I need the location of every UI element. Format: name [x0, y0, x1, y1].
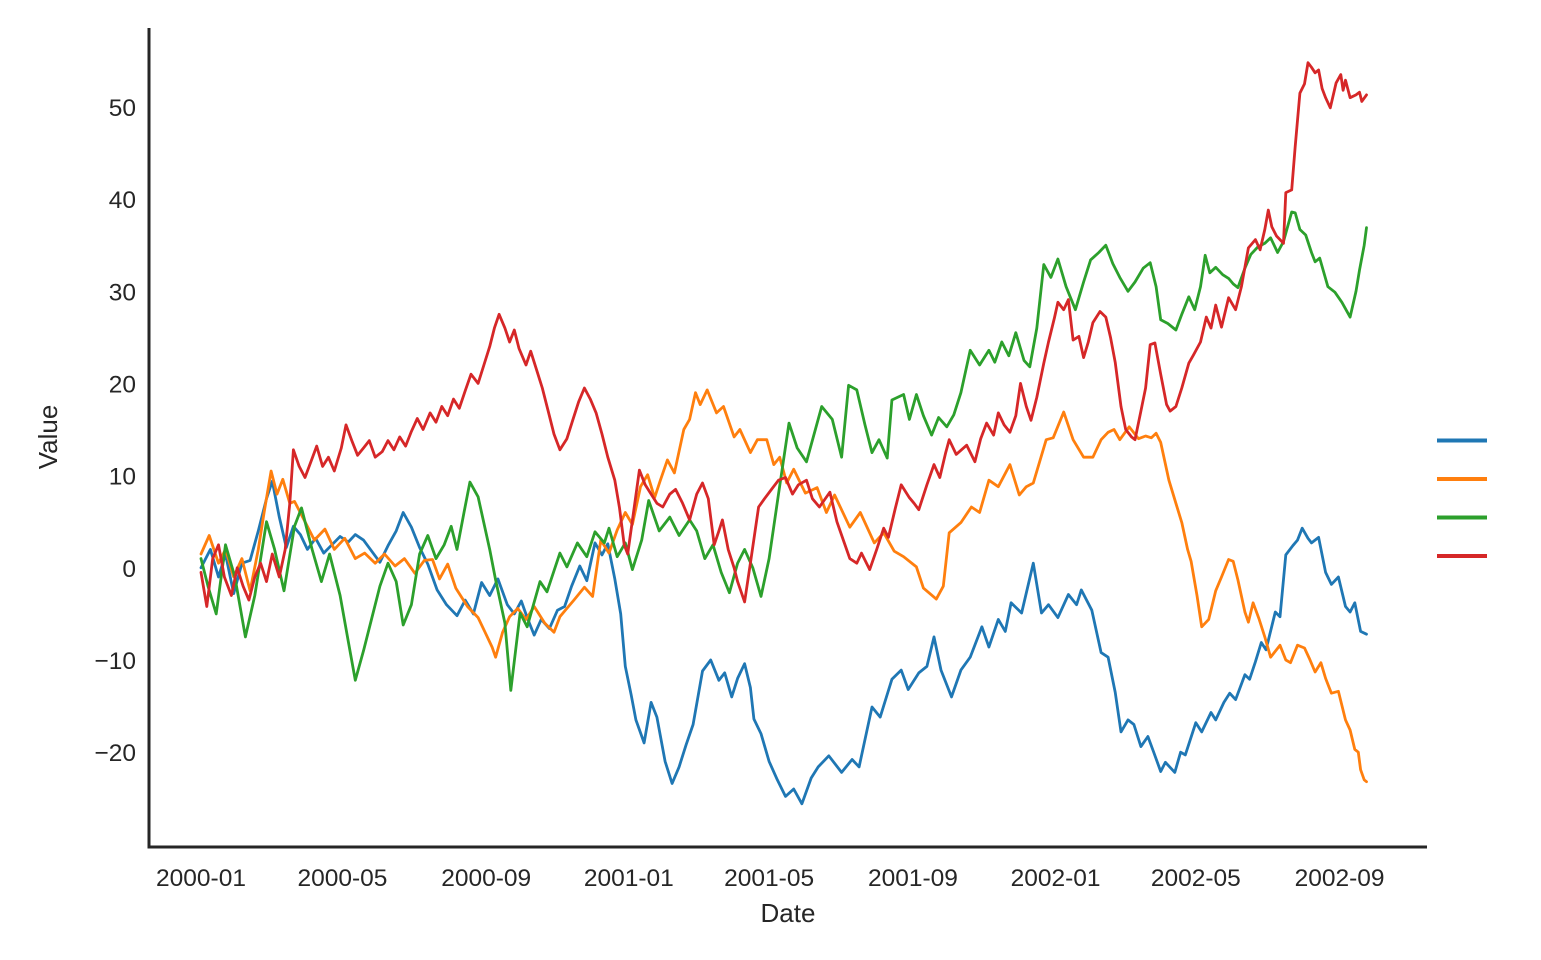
x-tick-label: 2001-09	[868, 865, 958, 892]
x-tick-label: 2000-09	[441, 865, 531, 892]
y-tick-label: −20	[94, 740, 136, 767]
y-tick-label: 0	[122, 556, 136, 583]
x-tick-label: 2000-01	[156, 865, 246, 892]
y-tick-label: 50	[109, 95, 136, 122]
axes-spines	[147, 28, 1427, 849]
x-tick-label: 2001-01	[584, 865, 674, 892]
legend	[1437, 438, 1487, 558]
series-lines	[199, 61, 1368, 806]
series-line-series-1	[199, 479, 1368, 806]
series-line-series-3	[199, 210, 1368, 692]
x-tick-label: 2000-05	[297, 865, 387, 892]
y-tick-label: 30	[109, 279, 136, 306]
y-axis-tick-labels: 50 40 30 20 10 0 −10 −20	[94, 95, 136, 767]
x-axis-tick-labels: 2000-01 2000-05 2000-09 2001-01 2001-05 2001-…	[156, 865, 1385, 892]
y-tick-label: 40	[109, 187, 136, 214]
y-tick-label: 20	[109, 371, 136, 398]
x-tick-label: 2002-01	[1011, 865, 1101, 892]
x-tick-label: 2002-09	[1295, 865, 1385, 892]
x-axis-label: Date	[761, 898, 816, 928]
y-axis-label: Value	[33, 405, 63, 470]
x-tick-label: 2001-05	[724, 865, 814, 892]
series-line-series-4	[199, 61, 1368, 608]
y-tick-label: −10	[94, 648, 136, 675]
y-tick-label: 10	[109, 464, 136, 491]
x-tick-label: 2002-05	[1151, 865, 1241, 892]
series-line-series-2	[199, 388, 1368, 784]
